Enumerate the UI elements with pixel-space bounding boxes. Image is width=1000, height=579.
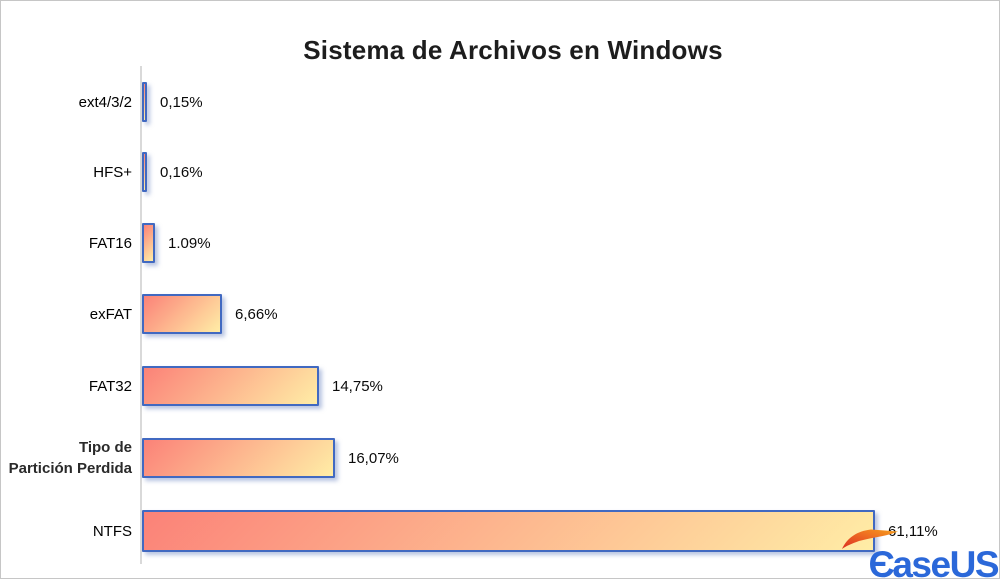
bar-hfs xyxy=(142,152,147,192)
easeus-logo: ЄaseUS xyxy=(839,518,999,578)
value-label-ntfs: 61,11% xyxy=(888,522,938,540)
category-label-tipo-particion-perdida: Tipo de Partición Perdida xyxy=(8,439,132,477)
bar-row-ext4: ext4/3/2 0,15% xyxy=(1,82,999,122)
bar-ext4 xyxy=(142,82,147,122)
value-label-ext4: 0,15% xyxy=(160,93,203,111)
value-label-fat32: 14,75% xyxy=(332,377,383,395)
bar-ntfs xyxy=(142,510,875,552)
bar-row-exfat: exFAT 6,66% xyxy=(1,294,999,334)
bar-fat32 xyxy=(142,366,319,406)
value-label-fat16: 1.09% xyxy=(168,234,211,252)
category-label-exfat: exFAT xyxy=(89,305,132,323)
easeus-wordmark: ЄaseUS xyxy=(868,544,999,579)
bar-row-tipo-particion-perdida: Tipo de Partición Perdida 16,07% xyxy=(1,438,999,478)
chart-title: Sistema de Archivos en Windows xyxy=(303,35,723,65)
bar-row-fat16: FAT16 1.09% xyxy=(1,223,999,263)
value-label-exfat: 6,66% xyxy=(235,305,278,323)
easeus-logo-text: aseUS xyxy=(892,544,999,579)
category-label-hfs: HFS+ xyxy=(93,163,132,181)
bar-row-ntfs: NTFS 61,11% xyxy=(1,510,999,552)
bar-tipo-particion-perdida xyxy=(142,438,335,478)
value-label-hfs: 0,16% xyxy=(160,163,203,181)
bar-row-fat32: FAT32 14,75% xyxy=(1,366,999,406)
bar-row-hfs: HFS+ 0,16% xyxy=(1,152,999,192)
bar-exfat xyxy=(142,294,222,334)
y-axis-line xyxy=(140,66,142,564)
bar-fat16 xyxy=(142,223,155,263)
category-label-fat16: FAT16 xyxy=(88,234,132,252)
value-label-tipo-particion-perdida: 16,07% xyxy=(348,449,399,467)
easeus-logo-letter-e: Є xyxy=(868,544,895,579)
category-label-fat32: FAT32 xyxy=(88,377,132,395)
category-label-ext4: ext4/3/2 xyxy=(78,93,132,111)
category-label-ntfs: NTFS xyxy=(92,522,132,540)
easeus-swoosh-icon xyxy=(842,529,898,549)
